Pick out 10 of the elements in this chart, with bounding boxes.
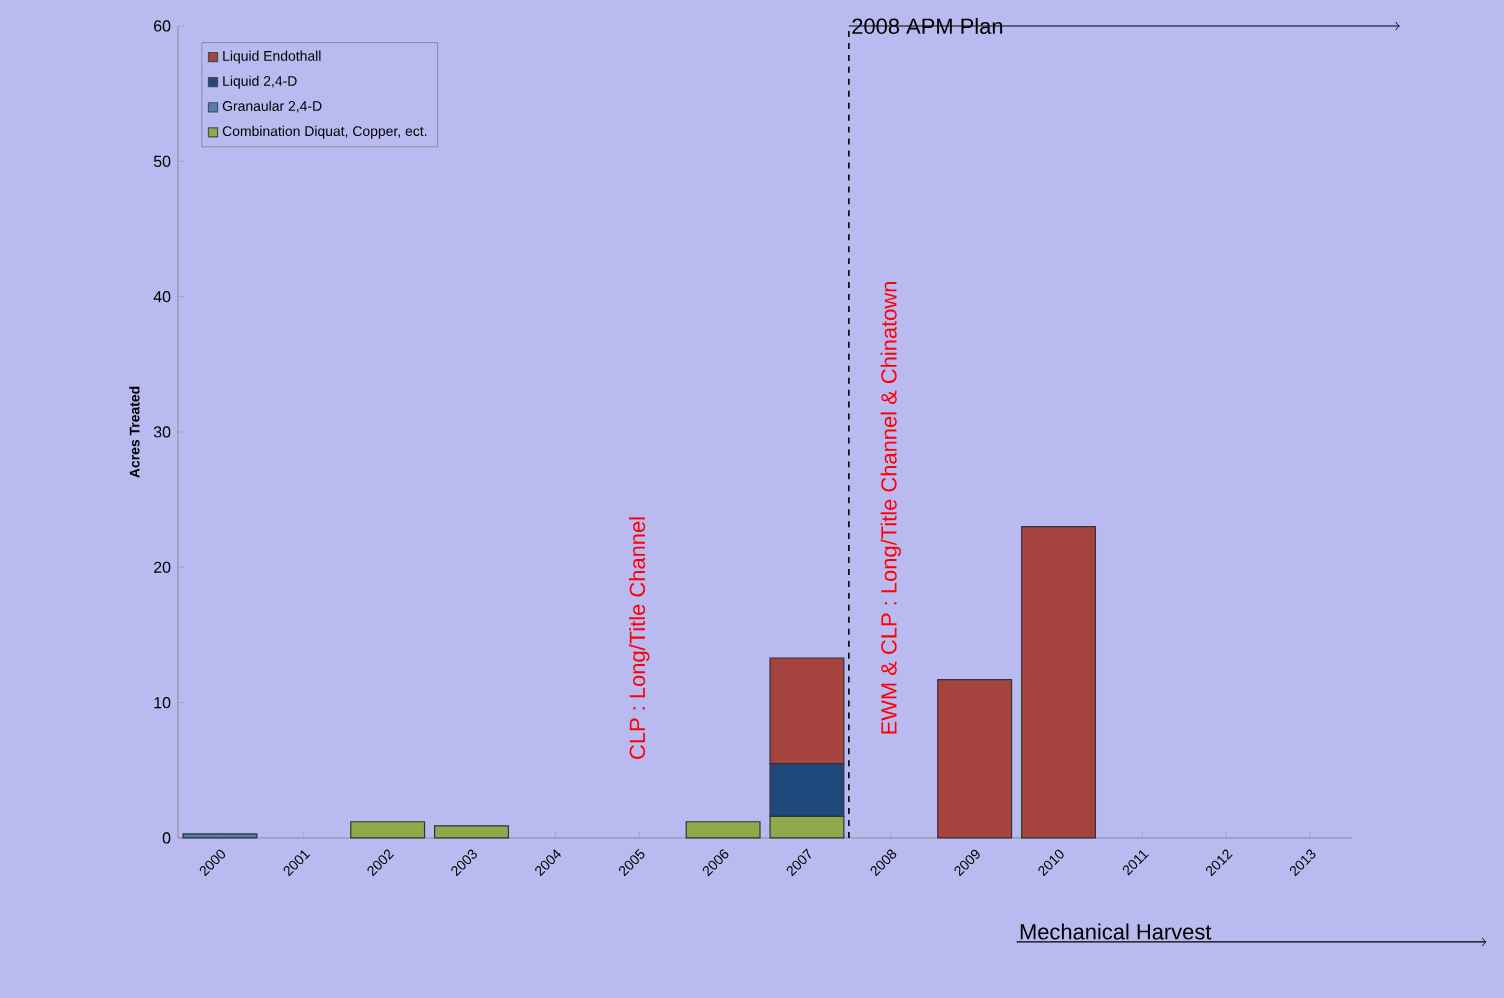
bar <box>434 825 510 839</box>
annotation: 2008 APM Plan <box>852 17 1003 35</box>
text: Mechanical Harvest <box>1020 923 1212 940</box>
bar <box>1021 526 1097 839</box>
annotation: CLP : Long/Title Channel <box>629 517 650 759</box>
annotation: EWM & CLP : Long/Title Channel & Chinatown <box>880 282 901 734</box>
bar <box>350 821 426 839</box>
bar <box>937 679 1013 839</box>
bar <box>182 833 258 839</box>
bar <box>685 821 761 839</box>
